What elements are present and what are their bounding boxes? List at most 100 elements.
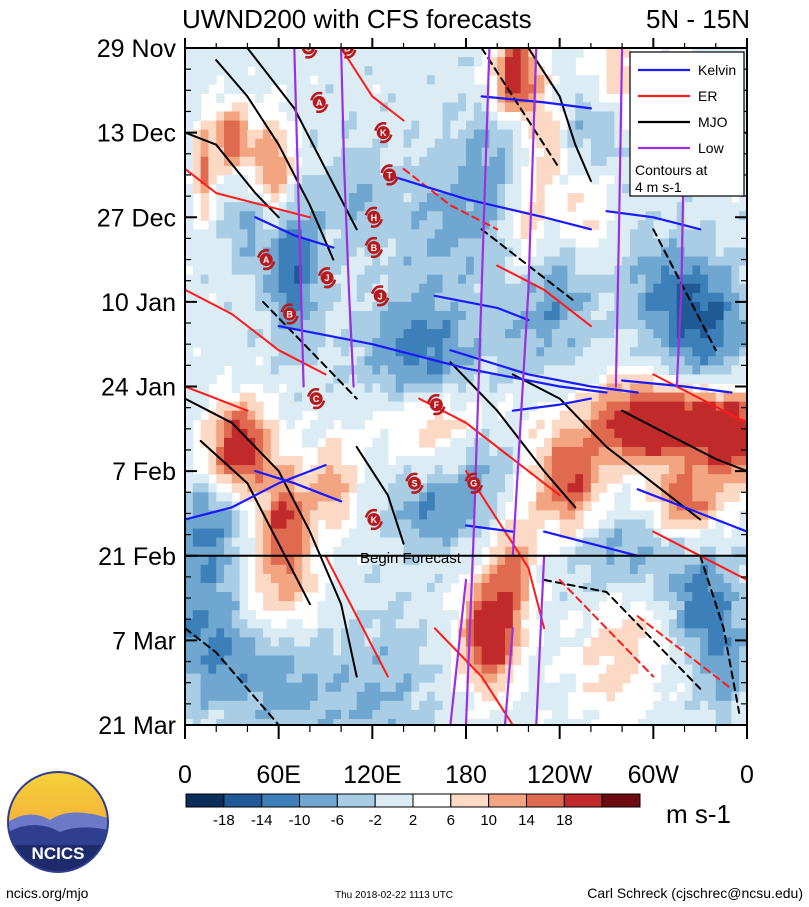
field-cell — [512, 57, 522, 67]
field-cell — [185, 446, 194, 457]
field-cell — [700, 356, 709, 366]
field-cell — [356, 292, 366, 303]
field-cell — [606, 437, 615, 448]
field-cell — [489, 111, 498, 122]
field-cell — [629, 401, 639, 412]
field-cell — [403, 700, 412, 711]
field-cell — [684, 401, 693, 412]
field-cell — [208, 274, 217, 285]
field-cell — [270, 120, 280, 131]
field-cell — [263, 66, 272, 76]
field-cell — [645, 202, 654, 212]
field-cell — [497, 129, 506, 140]
field-cell — [707, 619, 717, 629]
field-cell — [489, 546, 498, 557]
field-cell — [707, 555, 717, 566]
field-cell — [692, 673, 701, 684]
field-cell — [434, 610, 444, 620]
field-cell — [481, 84, 491, 94]
field-cell — [629, 637, 639, 648]
field-cell — [497, 238, 506, 249]
field-cell — [497, 492, 506, 502]
field-cell — [629, 537, 639, 548]
field-cell — [551, 283, 561, 294]
field-cell — [231, 718, 241, 725]
field-cell — [442, 619, 451, 629]
field-cell — [341, 510, 350, 521]
field-cell — [583, 682, 592, 693]
field-cell — [224, 356, 233, 366]
field-cell — [739, 274, 747, 285]
field-cell — [325, 184, 334, 194]
field-cell — [200, 202, 210, 212]
field-cell — [629, 229, 639, 240]
field-cell — [645, 401, 654, 412]
field-cell — [739, 265, 747, 276]
field-cell — [239, 546, 249, 557]
field-cell — [372, 691, 381, 702]
field-cell — [341, 718, 350, 725]
field-cell — [263, 465, 272, 475]
field-cell — [505, 564, 514, 575]
field-cell — [224, 165, 233, 176]
field-cell — [583, 93, 592, 104]
field-cell — [216, 365, 225, 376]
field-cell — [622, 347, 631, 357]
field-cell — [208, 519, 217, 530]
field-cell — [575, 582, 584, 593]
field-cell — [200, 546, 210, 557]
field-cell — [348, 274, 358, 285]
field-cell — [309, 682, 319, 693]
field-cell — [739, 601, 747, 611]
field-cell — [473, 93, 483, 104]
colorbar-box — [563, 793, 603, 808]
field-cell — [317, 184, 327, 194]
field-cell — [200, 156, 210, 167]
field-cell — [668, 483, 678, 493]
field-cell — [356, 573, 366, 584]
field-cell — [466, 238, 475, 249]
field-cell — [450, 718, 459, 725]
field-cell — [700, 646, 709, 657]
storm-marker-9: J — [317, 267, 337, 289]
field-cell — [341, 537, 350, 548]
field-cell — [739, 310, 747, 321]
field-cell — [333, 673, 342, 684]
field-cell — [224, 66, 233, 76]
field-cell — [317, 147, 327, 158]
field-cell — [426, 310, 436, 321]
field-cell — [739, 238, 747, 249]
field-cell — [512, 283, 522, 294]
field-cell — [629, 374, 639, 385]
field-cell — [551, 347, 561, 357]
field-cell — [629, 320, 639, 330]
field-cell — [224, 564, 233, 575]
field-cell — [481, 374, 491, 385]
colorbar-box — [374, 793, 414, 808]
field-cell — [489, 292, 498, 303]
field-cell — [216, 446, 225, 457]
field-cell — [411, 147, 420, 158]
field-cell — [692, 446, 701, 457]
field-cell — [458, 546, 467, 557]
colorbar-units: m s-1 — [666, 799, 731, 829]
field-cell — [294, 329, 303, 339]
field-cell — [333, 174, 342, 185]
field-cell — [442, 646, 451, 657]
field-cell — [317, 338, 327, 348]
field-cell — [458, 102, 467, 113]
field-cell — [372, 601, 381, 611]
field-cell — [286, 102, 295, 113]
field-cell — [723, 338, 732, 348]
field-cell — [434, 655, 444, 666]
field-cell — [255, 165, 264, 176]
field-cell — [380, 573, 389, 584]
field-cell — [723, 401, 732, 412]
field-cell — [536, 310, 545, 321]
field-cell — [606, 691, 615, 702]
field-cell — [536, 700, 545, 711]
field-cell — [512, 184, 522, 194]
field-cell — [583, 256, 592, 267]
storm-letter: G — [470, 479, 477, 489]
field-cell — [551, 138, 561, 149]
